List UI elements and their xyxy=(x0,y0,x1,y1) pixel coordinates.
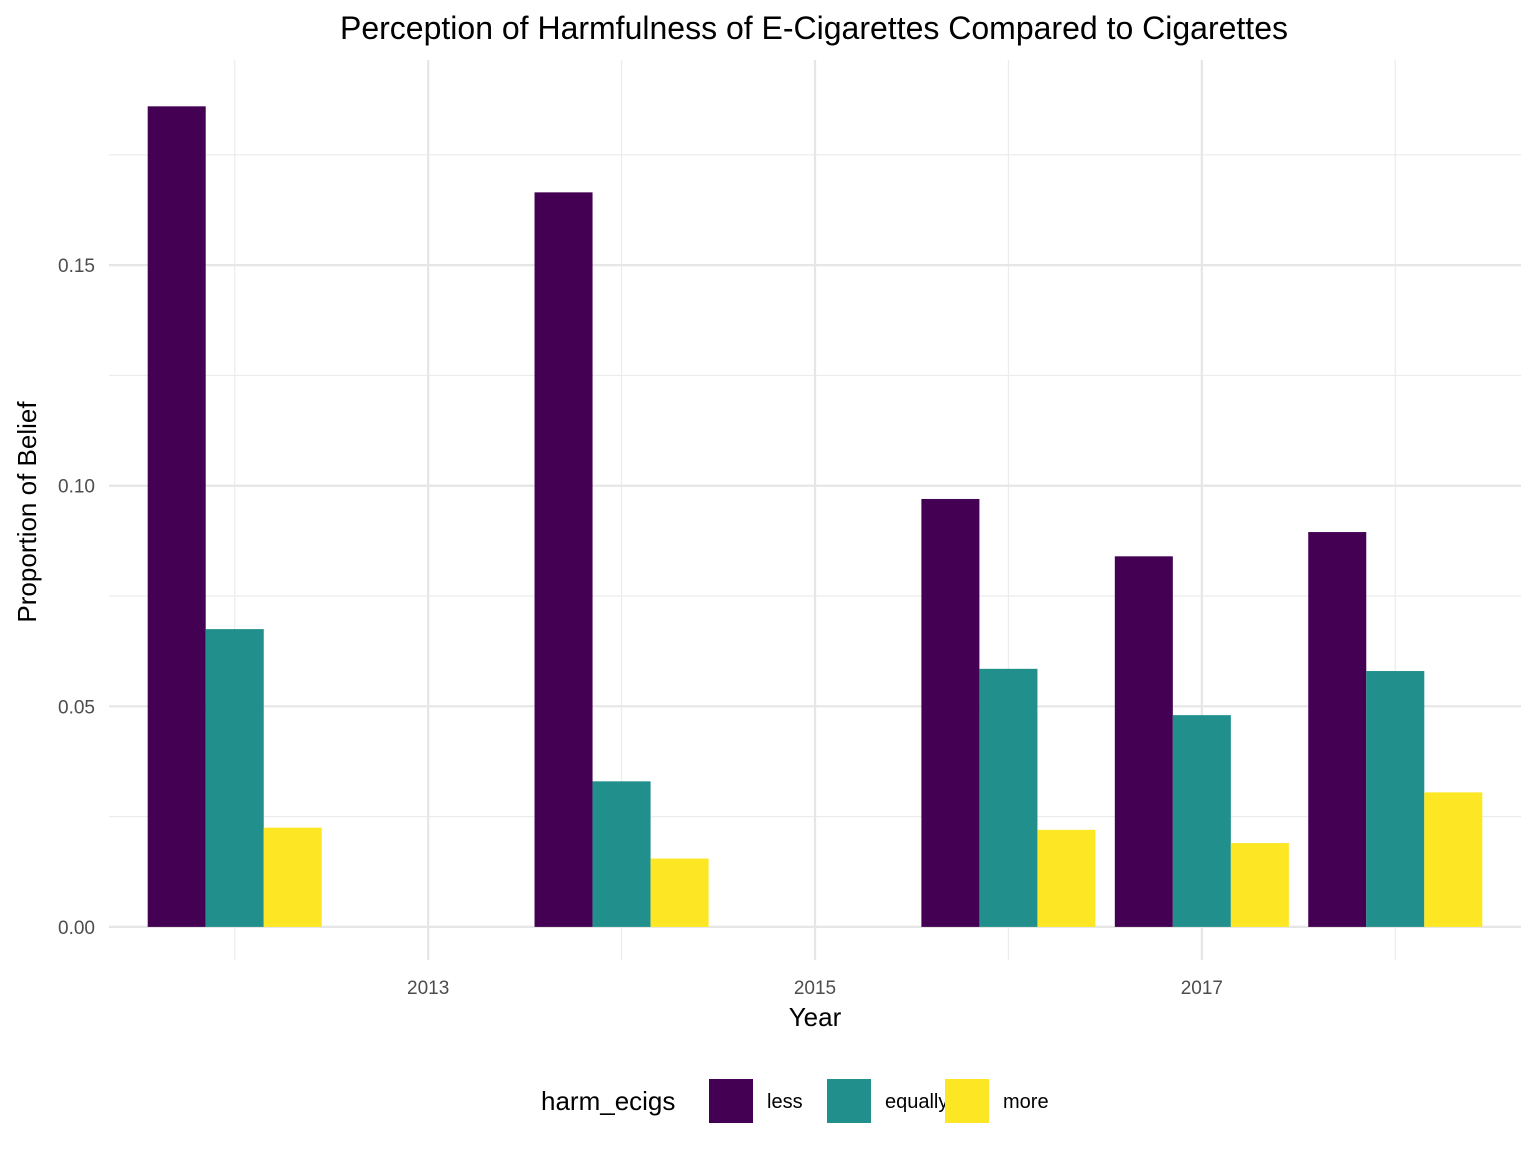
bar-less-2014 xyxy=(534,192,593,927)
y-tick-label: 0.00 xyxy=(58,918,95,939)
bars xyxy=(147,106,1483,927)
gridlines xyxy=(109,60,1521,960)
bar-less-2016 xyxy=(921,498,980,927)
legend-label-equally: equally xyxy=(885,1091,948,1113)
bar-more-2012 xyxy=(263,827,322,927)
bar-equally-2017 xyxy=(1172,715,1231,927)
legend-key-equally xyxy=(827,1079,871,1123)
bar-equally-2018 xyxy=(1366,671,1425,927)
bar-more-2017 xyxy=(1230,843,1289,927)
bar-more-2018 xyxy=(1424,792,1483,927)
bar-less-2012 xyxy=(147,106,206,927)
y-axis-title: Proportion of Belief xyxy=(12,401,42,623)
bar-equally-2012 xyxy=(205,629,264,927)
legend-label-less: less xyxy=(767,1091,803,1113)
bar-equally-2016 xyxy=(979,668,1038,927)
legend: harm_ecigs less equally more xyxy=(541,1079,1049,1123)
bar-less-2017 xyxy=(1114,556,1173,927)
tick-labels: 0.00 0.05 0.10 0.15 2013 2015 2017 xyxy=(58,256,1223,999)
legend-key-more xyxy=(945,1079,989,1123)
y-tick-label: 0.05 xyxy=(58,697,95,718)
y-tick-label: 0.15 xyxy=(58,256,95,277)
legend-label-more: more xyxy=(1003,1091,1049,1113)
bar-more-2016 xyxy=(1037,829,1096,927)
x-tick-label: 2017 xyxy=(1181,978,1223,999)
x-axis-title: Year xyxy=(789,1002,842,1032)
legend-items: less equally more xyxy=(709,1079,1049,1123)
x-tick-label: 2015 xyxy=(794,978,836,999)
y-tick-label: 0.10 xyxy=(58,477,95,498)
x-tick-label: 2013 xyxy=(407,978,449,999)
bar-more-2014 xyxy=(650,858,709,927)
legend-title: harm_ecigs xyxy=(541,1086,675,1116)
bar-equally-2014 xyxy=(592,781,651,927)
legend-key-less xyxy=(709,1079,753,1123)
bar-less-2018 xyxy=(1308,532,1367,927)
chart-title: Perception of Harmfulness of E-Cigarette… xyxy=(340,10,1288,46)
